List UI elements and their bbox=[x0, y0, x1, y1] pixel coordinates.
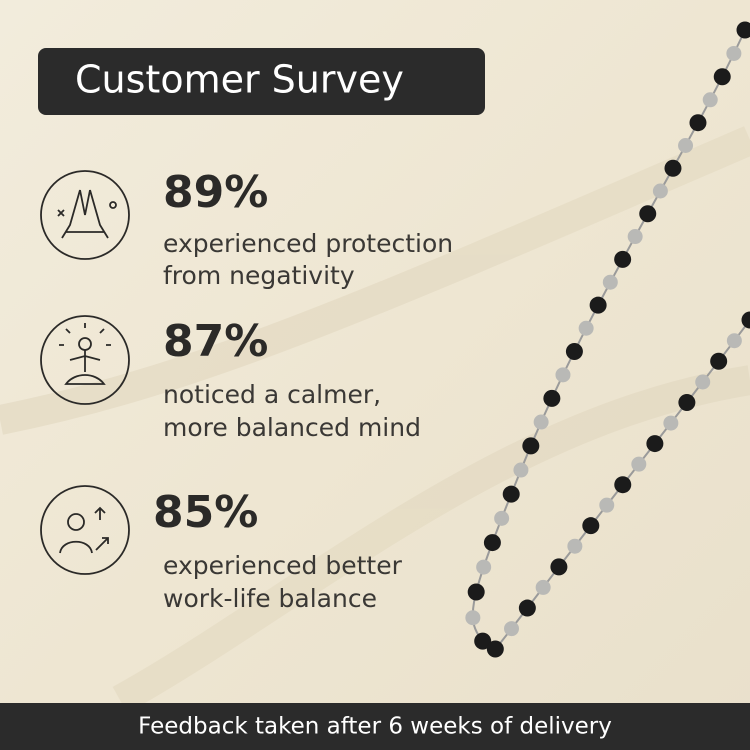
footer-bar bbox=[0, 703, 750, 750]
stat-value: 85% bbox=[153, 487, 258, 538]
icon-meditate bbox=[40, 315, 130, 405]
fabric-folds bbox=[0, 126, 750, 714]
footer-text: Feedback taken after 6 weeks of delivery bbox=[138, 714, 612, 740]
stat-text: work-life balance bbox=[163, 584, 377, 613]
icon-pray bbox=[40, 170, 130, 260]
stat-value: 87% bbox=[163, 316, 268, 367]
stat-text: more balanced mind bbox=[163, 413, 421, 442]
stat-text: experienced better bbox=[163, 551, 403, 580]
icon-growth bbox=[40, 485, 130, 575]
stat-text: from negativity bbox=[163, 261, 355, 290]
stat-text: noticed a calmer, bbox=[163, 380, 381, 409]
stat-value: 89% bbox=[163, 167, 268, 218]
title: Customer Survey bbox=[75, 58, 404, 102]
title-box bbox=[38, 48, 485, 115]
stat-text: experienced protection bbox=[163, 229, 453, 258]
necklace bbox=[464, 21, 750, 661]
